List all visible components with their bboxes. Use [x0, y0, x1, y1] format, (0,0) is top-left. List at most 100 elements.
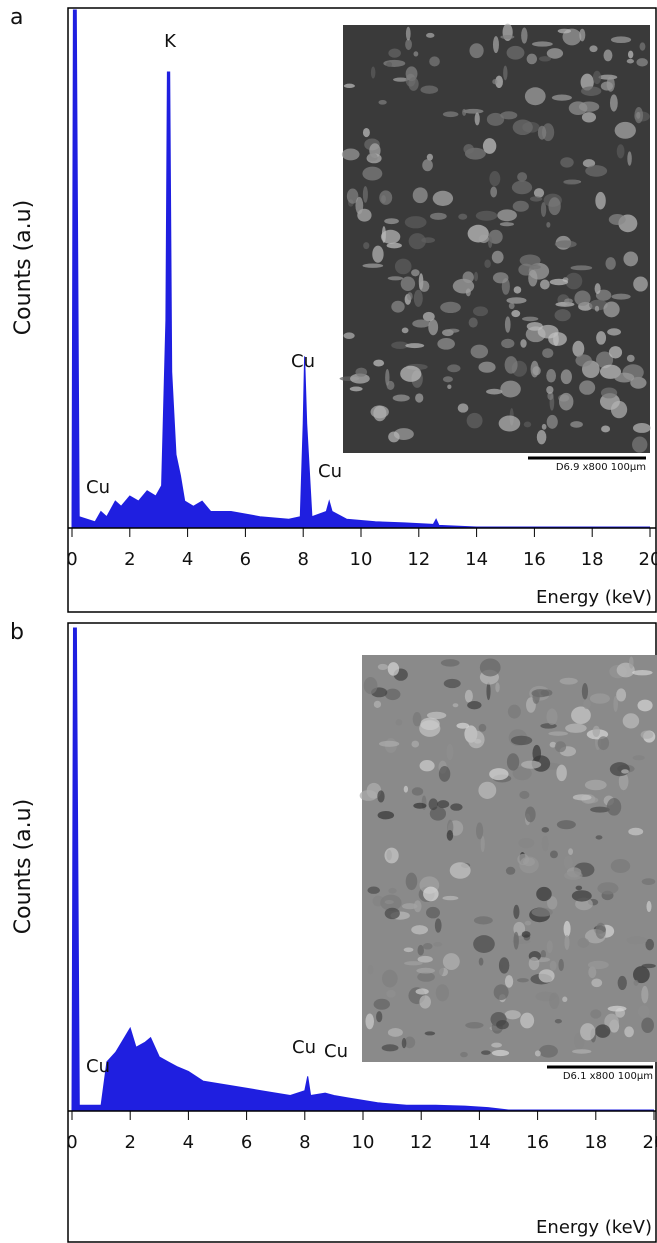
- sem-texture: [367, 886, 380, 894]
- sem-texture: [594, 283, 601, 295]
- sem-texture: [422, 159, 433, 172]
- sem-texture: [377, 790, 385, 803]
- sem-texture: [632, 423, 651, 433]
- sem-texture: [633, 966, 650, 984]
- sem-texture: [591, 978, 603, 988]
- sem-texture: [637, 1005, 650, 1018]
- sem-texture: [633, 276, 648, 292]
- sem-texture: [405, 26, 411, 41]
- sem-texture: [528, 264, 541, 270]
- sem-texture: [474, 739, 482, 744]
- sem-texture: [412, 187, 428, 204]
- sem-texture: [571, 706, 591, 724]
- sem-texture: [343, 332, 355, 339]
- sem-texture: [413, 289, 423, 307]
- sem-texture: [456, 722, 470, 729]
- sem-texture: [610, 859, 631, 874]
- sem-texture: [614, 372, 635, 383]
- sem-texture: [640, 730, 654, 739]
- sem-texture: [466, 412, 483, 429]
- sem-texture: [430, 212, 447, 220]
- sem-texture: [437, 338, 455, 350]
- sem-texture: [367, 152, 378, 162]
- sem-texture: [372, 245, 384, 263]
- sem-texture: [606, 76, 615, 92]
- sem-texture: [596, 331, 607, 345]
- sem-texture: [467, 701, 482, 710]
- sem-texture: [341, 148, 360, 161]
- sem-texture: [464, 689, 473, 703]
- sem-texture: [626, 58, 634, 64]
- sem-texture: [442, 111, 459, 118]
- sem-texture: [388, 431, 400, 443]
- panel-frame: [67, 7, 657, 613]
- sem-texture: [572, 340, 585, 357]
- sem-texture: [384, 218, 399, 225]
- sem-texture: [468, 317, 478, 328]
- sem-texture: [355, 367, 368, 377]
- sem-texture: [634, 106, 644, 124]
- x-tick-label: 6: [240, 549, 251, 570]
- sem-texture: [572, 794, 592, 801]
- sem-texture: [564, 298, 573, 304]
- sem-texture: [465, 288, 471, 297]
- sem-texture: [632, 669, 653, 676]
- sem-texture: [538, 969, 555, 983]
- sem-texture: [524, 920, 532, 926]
- sem-texture: [582, 159, 596, 168]
- sem-texture: [435, 962, 444, 977]
- sem-texture: [557, 28, 572, 34]
- sem-texture: [479, 658, 501, 677]
- y-axis-label: Counts (a.u): [11, 799, 36, 934]
- sem-texture: [412, 712, 422, 727]
- sem-texture: [560, 157, 574, 168]
- sem-texture: [346, 188, 359, 204]
- sem-texture: [440, 301, 461, 314]
- sem-texture: [504, 975, 514, 988]
- sem-texture: [484, 259, 491, 268]
- sem-texture: [568, 848, 574, 855]
- sem-texture: [388, 887, 397, 894]
- sem-texture: [376, 1011, 383, 1023]
- sem-texture: [377, 811, 395, 820]
- sem-texture: [469, 43, 484, 59]
- sem-texture: [637, 699, 653, 712]
- sem-texture: [589, 299, 608, 311]
- sem-texture: [512, 766, 532, 781]
- sem-texture: [570, 265, 593, 271]
- sem-texture: [442, 895, 459, 901]
- sem-texture: [490, 186, 498, 198]
- sem-texture: [546, 708, 558, 726]
- sem-texture: [603, 49, 613, 62]
- x-tick-label: 12: [407, 549, 430, 570]
- sem-texture: [475, 822, 484, 840]
- sem-texture: [362, 127, 370, 138]
- sem-texture: [548, 332, 567, 346]
- sem-texture: [579, 380, 596, 395]
- sem-texture: [424, 1031, 436, 1036]
- sem-texture: [433, 942, 443, 947]
- sem-texture: [521, 760, 542, 769]
- sem-texture: [581, 112, 597, 123]
- sem-texture: [408, 233, 426, 250]
- sem-texture: [575, 885, 583, 891]
- x-tick-label: 0: [66, 1132, 77, 1153]
- sem-texture: [521, 931, 531, 938]
- sem-texture: [522, 316, 539, 322]
- sem-texture: [384, 688, 401, 701]
- sem-texture: [499, 222, 515, 227]
- x-tick-label: 20: [643, 1132, 657, 1153]
- sem-texture: [604, 1013, 619, 1031]
- sem-texture: [584, 779, 607, 791]
- sem-texture: [400, 276, 416, 292]
- sem-texture: [646, 900, 652, 913]
- sem-texture: [560, 369, 572, 385]
- sem-texture: [608, 346, 623, 359]
- sem-texture: [524, 87, 546, 106]
- sem-texture: [442, 376, 453, 383]
- x-axis-label: Energy (keV): [536, 587, 652, 608]
- sem-texture: [473, 935, 495, 953]
- sem-texture: [548, 731, 568, 736]
- panel-label: b: [10, 620, 24, 645]
